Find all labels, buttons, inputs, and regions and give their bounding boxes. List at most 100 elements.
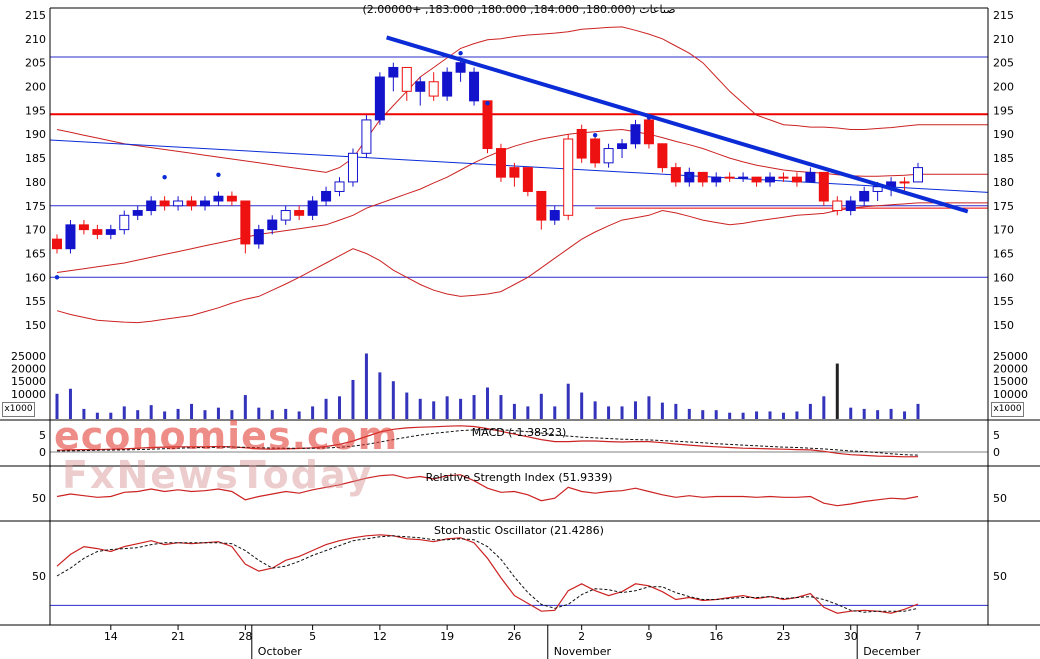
volume-bar [68, 388, 72, 419]
price-axis-label-left: 170 [25, 224, 46, 237]
candle-body [173, 200, 184, 207]
volume-bar [526, 406, 530, 419]
date-label: 21 [171, 630, 185, 643]
volume-bar [903, 411, 907, 419]
candle-body [495, 148, 506, 178]
volume-axis-label-left: 20000 [11, 363, 46, 376]
candle-body [146, 200, 157, 212]
volume-bar [781, 412, 785, 419]
price-axis-label-right: 175 [993, 200, 1014, 213]
volume-bar [849, 407, 853, 419]
date-label: 9 [645, 630, 652, 643]
volume-bar [512, 403, 516, 419]
signal-dot [687, 173, 692, 178]
candle-body [280, 210, 291, 221]
candle-body [899, 181, 910, 184]
rsi-axis-label-right: 50 [993, 492, 1007, 505]
candle-body [415, 81, 426, 92]
volume-axis-label-right: 25000 [993, 350, 1028, 363]
price-axis-label-right: 195 [993, 104, 1014, 117]
volume-axis-label-right: 10000 [993, 388, 1028, 401]
candle-body [778, 176, 789, 179]
rsi-line [56, 474, 919, 507]
volume-bar [216, 407, 220, 419]
volume-bar [297, 411, 301, 419]
bollinger-upper [56, 26, 988, 173]
date-label: 12 [373, 630, 387, 643]
candle-body [643, 119, 654, 145]
signal-dot [216, 172, 221, 177]
volume-axis-label-left: 25000 [11, 350, 46, 363]
stoch-axis-label-right: 50 [993, 570, 1007, 583]
candle-body [65, 224, 76, 250]
candle-body [321, 190, 332, 202]
signal-dot [54, 275, 60, 280]
volume-bar [741, 412, 745, 419]
volume-bar [122, 406, 126, 419]
date-label: 2 [578, 630, 585, 643]
candle-body [576, 128, 587, 159]
volume-bar [459, 398, 463, 419]
trendline-major [386, 35, 969, 214]
signal-dot [458, 50, 463, 56]
date-label: 30 [844, 630, 858, 643]
volume-bar [445, 396, 449, 419]
volume-bar [203, 410, 207, 419]
volume-axis-label-left: 15000 [11, 375, 46, 388]
volume-bar [311, 406, 315, 419]
price-axis-label-right: 170 [993, 224, 1014, 237]
candle-body [549, 210, 560, 221]
candle-body [805, 171, 816, 183]
candle-body [388, 66, 399, 78]
volume-bar [701, 410, 705, 419]
candle-body [119, 214, 130, 231]
volume-bar [916, 403, 920, 419]
volume-bar [109, 412, 113, 419]
candle-body [590, 138, 601, 164]
volume-bar [539, 393, 543, 419]
volume-bar [566, 383, 570, 419]
chart-title: صناعات (180.000, 184.000, 180.000, 183.0… [362, 3, 676, 16]
volume-bar [647, 396, 651, 419]
date-label: 14 [104, 630, 118, 643]
volume-bar [835, 363, 839, 419]
candle-body [765, 176, 776, 183]
volume-bar [190, 403, 194, 419]
price-axis-label-right: 185 [993, 152, 1014, 165]
macd-label: MACD (-1.38323) [471, 426, 567, 439]
macd-axis-label-left: 0 [39, 446, 46, 459]
date-label: 26 [507, 630, 521, 643]
volume-bar [418, 398, 422, 419]
volume-multiplier-label-right: x1000 [991, 402, 1024, 417]
volume-bar [432, 401, 436, 419]
price-axis-label-right: 165 [993, 247, 1014, 260]
price-axis-label-right: 190 [993, 128, 1014, 141]
candle-body [159, 200, 170, 207]
candle-body [509, 167, 520, 178]
price-axis-label-left: 210 [25, 33, 46, 46]
price-axis-label-left: 190 [25, 128, 46, 141]
volume-bar [580, 392, 584, 419]
candle-body [832, 200, 843, 212]
macd-signal-line [56, 429, 919, 456]
volume-bar [660, 402, 664, 419]
volume-bar [862, 408, 866, 419]
volume-axis-label-left: 10000 [11, 388, 46, 401]
price-axis-label-right: 205 [993, 57, 1014, 70]
price-axis-label-left: 200 [25, 81, 46, 94]
volume-bar [324, 398, 328, 419]
volume-bar [795, 411, 799, 419]
volume-bar [499, 395, 503, 419]
rsi-axis-label-left: 50 [32, 492, 46, 505]
volume-bar [553, 406, 557, 419]
candle-body [294, 210, 305, 216]
macd-axis-label-right: 0 [993, 446, 1000, 459]
date-label: 28 [238, 630, 252, 643]
price-axis-label-right: 200 [993, 81, 1014, 94]
candle-body [670, 167, 681, 183]
price-axis-label-left: 165 [25, 247, 46, 260]
candle-body [401, 66, 412, 92]
volume-bar [674, 403, 678, 419]
